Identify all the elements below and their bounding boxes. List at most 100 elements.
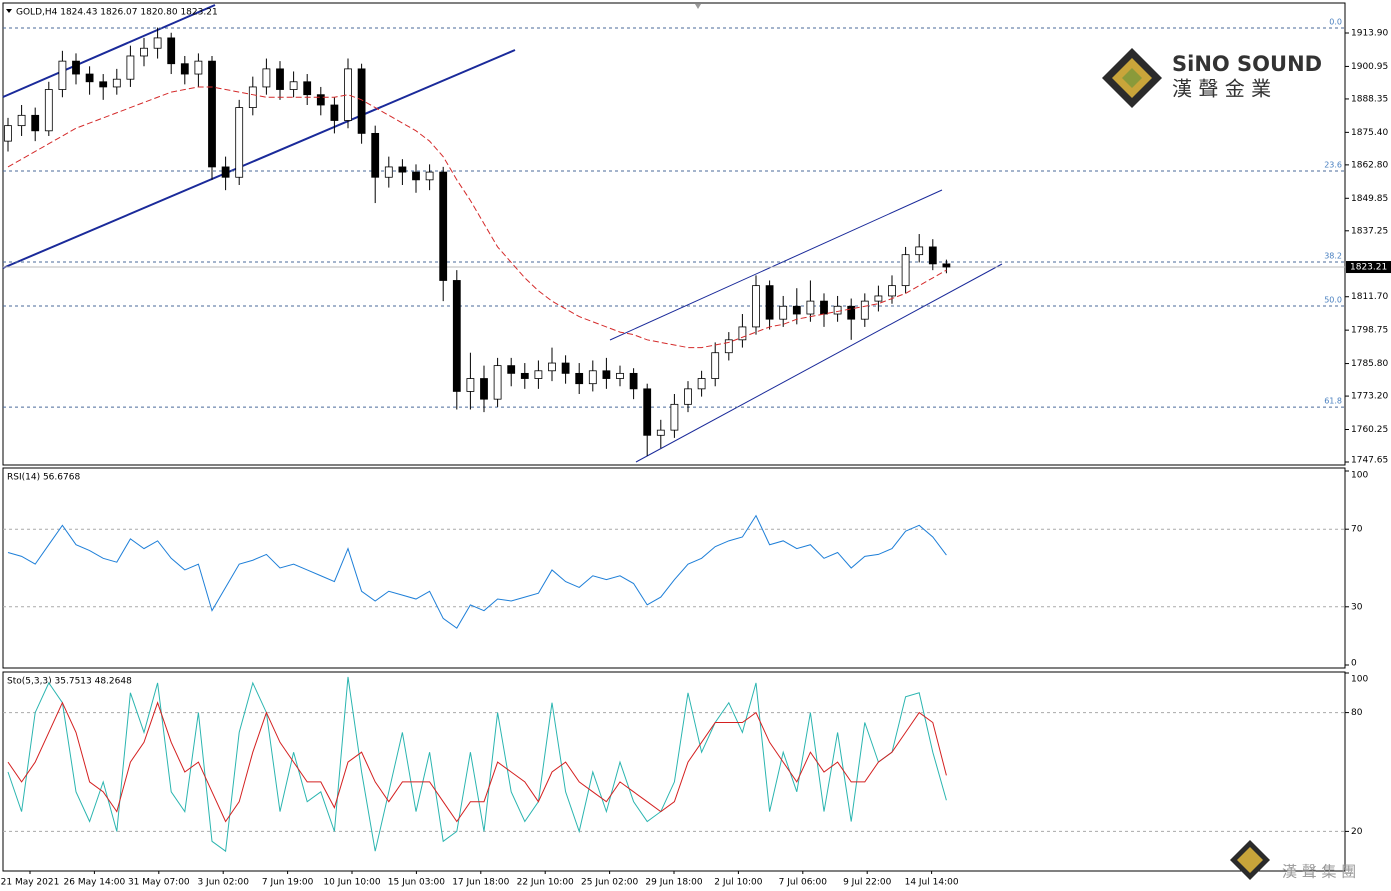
candle-body — [330, 104, 339, 121]
fib-label: 0.0 — [1329, 18, 1342, 27]
candle-body — [480, 378, 488, 400]
candle-body — [602, 370, 611, 379]
candle-body — [860, 300, 869, 320]
candle-body — [208, 60, 216, 168]
candle-body — [384, 166, 393, 178]
x-tick-label: 22 Jun 10:00 — [517, 878, 574, 888]
y-tick-label: 20 — [1351, 827, 1363, 837]
candle-body — [262, 68, 271, 88]
candle-body — [711, 352, 720, 379]
candle-body — [425, 171, 434, 181]
logo-name: SiNO SOUND — [1172, 52, 1322, 76]
symbol-arrow — [6, 9, 12, 13]
y-tick-label: 1913.90 — [1351, 29, 1388, 39]
channel-line — [635, 263, 1003, 463]
candle-body — [820, 300, 828, 315]
candle-body — [752, 285, 760, 328]
candle-body — [561, 362, 570, 374]
x-tick-label: 15 Jun 03:00 — [388, 878, 445, 888]
x-tick-label: 3 Jun 02:00 — [197, 878, 249, 888]
candle-body — [357, 68, 366, 134]
candle-body — [452, 280, 461, 392]
candle-body — [792, 305, 801, 315]
candle-body — [738, 326, 747, 341]
candle-body — [126, 55, 135, 80]
candle-body — [235, 107, 244, 178]
y-tick-label: 1811.70 — [1351, 292, 1388, 302]
candle-body — [670, 403, 679, 431]
candle-body — [398, 166, 407, 173]
main-panel — [2, 2, 1346, 466]
candle-body — [466, 378, 475, 392]
x-tick-label: 29 Jun 18:00 — [645, 878, 702, 888]
y-tick-label: 1785.80 — [1351, 359, 1388, 369]
fib-label: 50.0 — [1324, 296, 1342, 305]
x-tick-label: 21 May 2021 — [1, 878, 60, 888]
x-tick-label: 17 Jun 18:00 — [452, 878, 509, 888]
candle-body — [412, 171, 420, 181]
candle-body — [643, 388, 652, 436]
x-tick-label: 2 Jul 10:00 — [714, 878, 763, 888]
candle-body — [4, 125, 12, 142]
y-tick-label: 1773.20 — [1351, 392, 1388, 402]
fib-label: 23.6 — [1324, 161, 1342, 170]
y-tick-label: 1760.25 — [1351, 425, 1388, 435]
y-tick-label: 1849.85 — [1351, 194, 1388, 204]
candle-body — [684, 388, 692, 405]
candle-body — [779, 305, 788, 320]
candle-body — [316, 94, 325, 106]
candle-body — [575, 372, 584, 385]
indicator-line — [7, 514, 947, 629]
x-tick-label: 14 Jul 14:00 — [905, 878, 959, 888]
candle-body — [548, 362, 556, 372]
x-tick-label: 10 Jun 10:00 — [323, 878, 380, 888]
indicator-line — [7, 701, 947, 823]
candle-body — [629, 372, 638, 390]
candle-body — [112, 78, 121, 88]
candle-body — [439, 171, 448, 281]
x-tick-label: 26 May 14:00 — [64, 878, 126, 888]
candle-body — [344, 68, 352, 121]
candle-body — [520, 372, 529, 379]
logo-mark — [1237, 847, 1263, 873]
candle-body — [874, 295, 883, 302]
x-tick-label: 7 Jul 06:00 — [779, 878, 828, 888]
candle-body — [194, 60, 203, 75]
candle-body — [31, 114, 40, 132]
candle-body — [371, 132, 380, 178]
rsi-panel — [2, 467, 1346, 669]
candle-body — [942, 263, 951, 268]
last-price-label: 1823.21 — [1350, 263, 1387, 273]
logo: SiNO SOUND 漢 聲 金 業 漢 聲 集 團 — [1102, 48, 1356, 881]
shift-marker — [695, 4, 701, 9]
channel-line — [2, 4, 216, 98]
candle-body — [303, 81, 312, 96]
candle-body — [248, 86, 257, 108]
last-price-box — [1346, 261, 1391, 274]
y-tick-label: 100 — [1351, 471, 1368, 481]
candle-body — [58, 60, 67, 90]
logo-mark — [1122, 68, 1142, 88]
y-tick-label: 1875.40 — [1351, 128, 1388, 138]
candle-body — [167, 37, 176, 65]
candle-body — [901, 254, 910, 287]
candle-body — [765, 285, 774, 320]
moving-average — [7, 86, 947, 349]
candle-body — [928, 246, 937, 265]
channel-line — [2, 49, 516, 269]
y-tick-label: 1888.35 — [1351, 94, 1388, 104]
candle-body — [221, 166, 230, 178]
y-tick-label: 100 — [1351, 675, 1368, 685]
trendlines — [2, 4, 1003, 463]
fib-label: 38.2 — [1324, 252, 1342, 261]
y-tick-label: 0 — [1351, 659, 1357, 669]
candle-body — [493, 365, 502, 400]
candle-body — [833, 305, 842, 315]
candle-body — [140, 47, 148, 57]
candle-body — [289, 81, 298, 90]
chart-title: GOLD,H4 1824.43 1826.07 1820.80 1823.21 — [16, 8, 218, 18]
y-tick-label: 1798.75 — [1351, 326, 1388, 336]
candle-body — [276, 68, 284, 90]
